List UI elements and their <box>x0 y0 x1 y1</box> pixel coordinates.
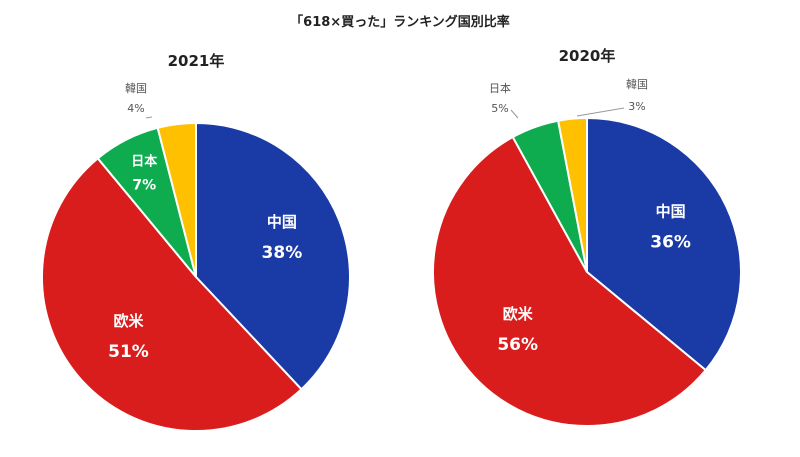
pie-1: 中国 36% 欧米 56% 日本 5% 韓国 3% <box>431 78 742 427</box>
slice-label-1-2: 日本 <box>489 81 511 95</box>
main-title: 「618×買った」ランキング国別比率 <box>290 14 510 30</box>
slice-value-0-3: 4% <box>127 102 144 115</box>
leader-line-1-2 <box>510 109 519 119</box>
pie-slice-1-0 <box>586 116 742 372</box>
slice-value-1-0: 36% <box>650 233 691 253</box>
slice-value-0-0: 38% <box>262 243 303 263</box>
chart-2021-title: 2021年 <box>168 52 225 70</box>
slice-value-0-1: 51% <box>108 342 149 362</box>
pie-slice-0-1 <box>40 156 303 432</box>
leader-line-1-3 <box>576 107 625 117</box>
slice-label-0-0: 中国 <box>267 213 297 231</box>
slice-label-1-3: 韓国 <box>626 78 648 91</box>
slice-label-0-2: 日本 <box>131 154 157 170</box>
slice-value-0-2: 7% <box>132 178 156 194</box>
slice-value-1-2: 5% <box>491 102 508 115</box>
slice-label-0-1: 欧米 <box>113 312 144 330</box>
pie-slice-1-3 <box>556 116 588 273</box>
slice-label-1-1: 欧米 <box>503 305 534 323</box>
slice-value-1-1: 56% <box>497 335 538 355</box>
slice-value-1-3: 3% <box>628 100 645 113</box>
leader-line-0-3 <box>145 116 153 119</box>
pie-slice-1-1 <box>431 135 708 427</box>
pie-0: 中国 38% 欧米 51% 日本 7% 韓国 4% <box>40 82 351 432</box>
chart-2020-title: 2020年 <box>559 47 616 65</box>
slice-label-0-3: 韓国 <box>125 82 147 95</box>
slice-label-1-0: 中国 <box>656 203 686 221</box>
pie-slice-0-0 <box>195 121 351 391</box>
pie-slice-0-3 <box>156 121 197 278</box>
